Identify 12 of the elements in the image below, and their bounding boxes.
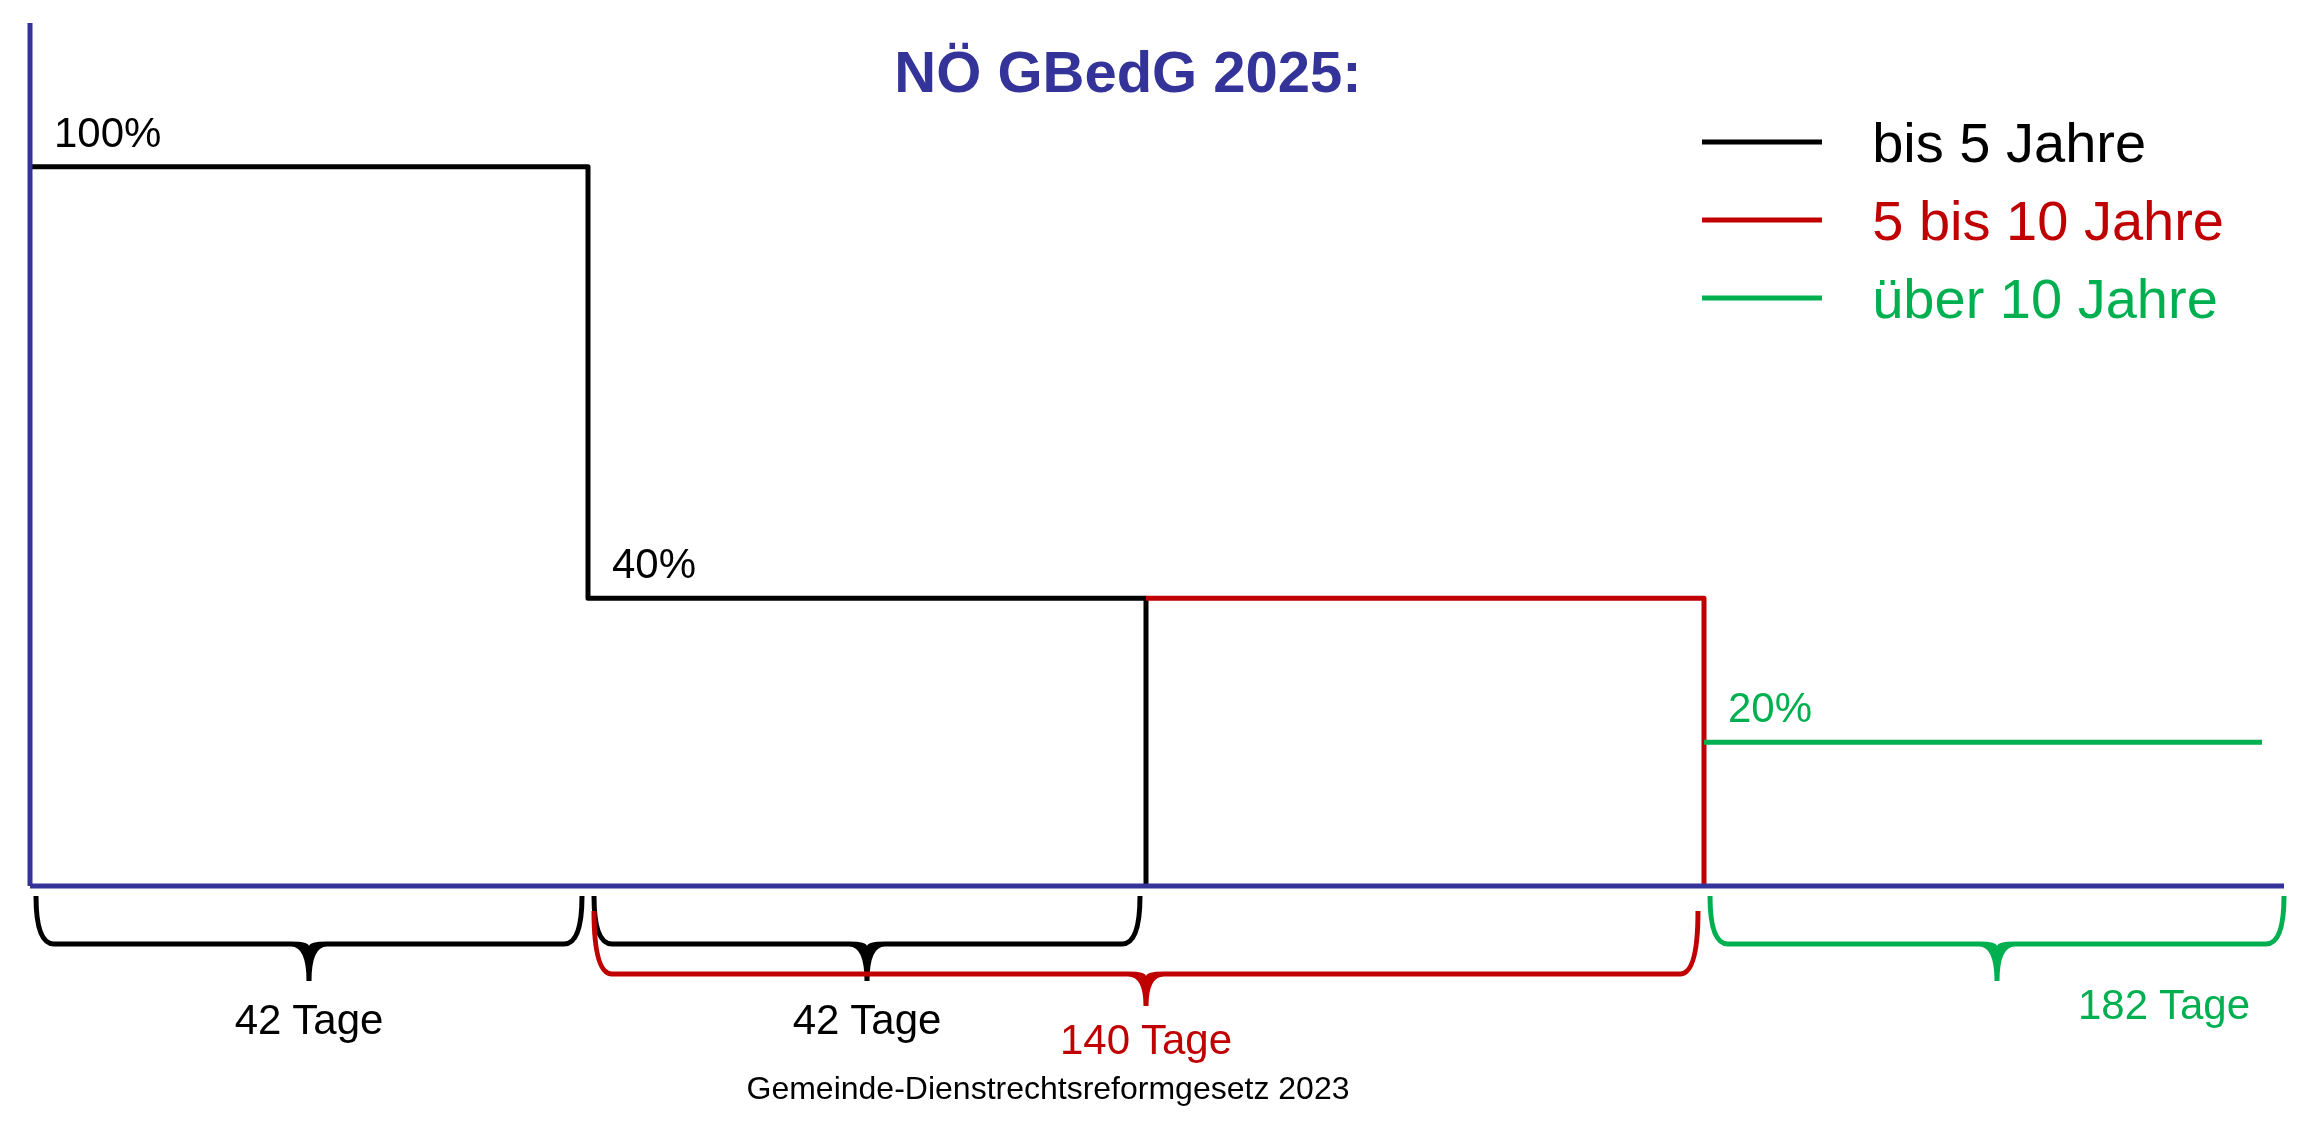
data-label: 40% bbox=[612, 540, 697, 588]
text: Gemeinde-Dienstrechtsreformgesetz 2023 bbox=[745, 1070, 1351, 1107]
legend-label: über 10 Jahre bbox=[1872, 265, 2218, 331]
data-label: 100% bbox=[54, 108, 162, 156]
text: 42 Tage bbox=[233, 996, 385, 1044]
chart-title: NÖ GBedG 2025: bbox=[893, 38, 1363, 105]
text: 182 Tage bbox=[2076, 981, 2252, 1029]
data-label: 20% bbox=[1728, 684, 1813, 732]
text: 42 Tage bbox=[792, 996, 942, 1043]
text: 140 Tage bbox=[1058, 1016, 1234, 1064]
legend-label: bis 5 Jahre bbox=[1872, 109, 2147, 175]
legend-label: 5 bis 10 Jahre bbox=[1872, 187, 2224, 253]
